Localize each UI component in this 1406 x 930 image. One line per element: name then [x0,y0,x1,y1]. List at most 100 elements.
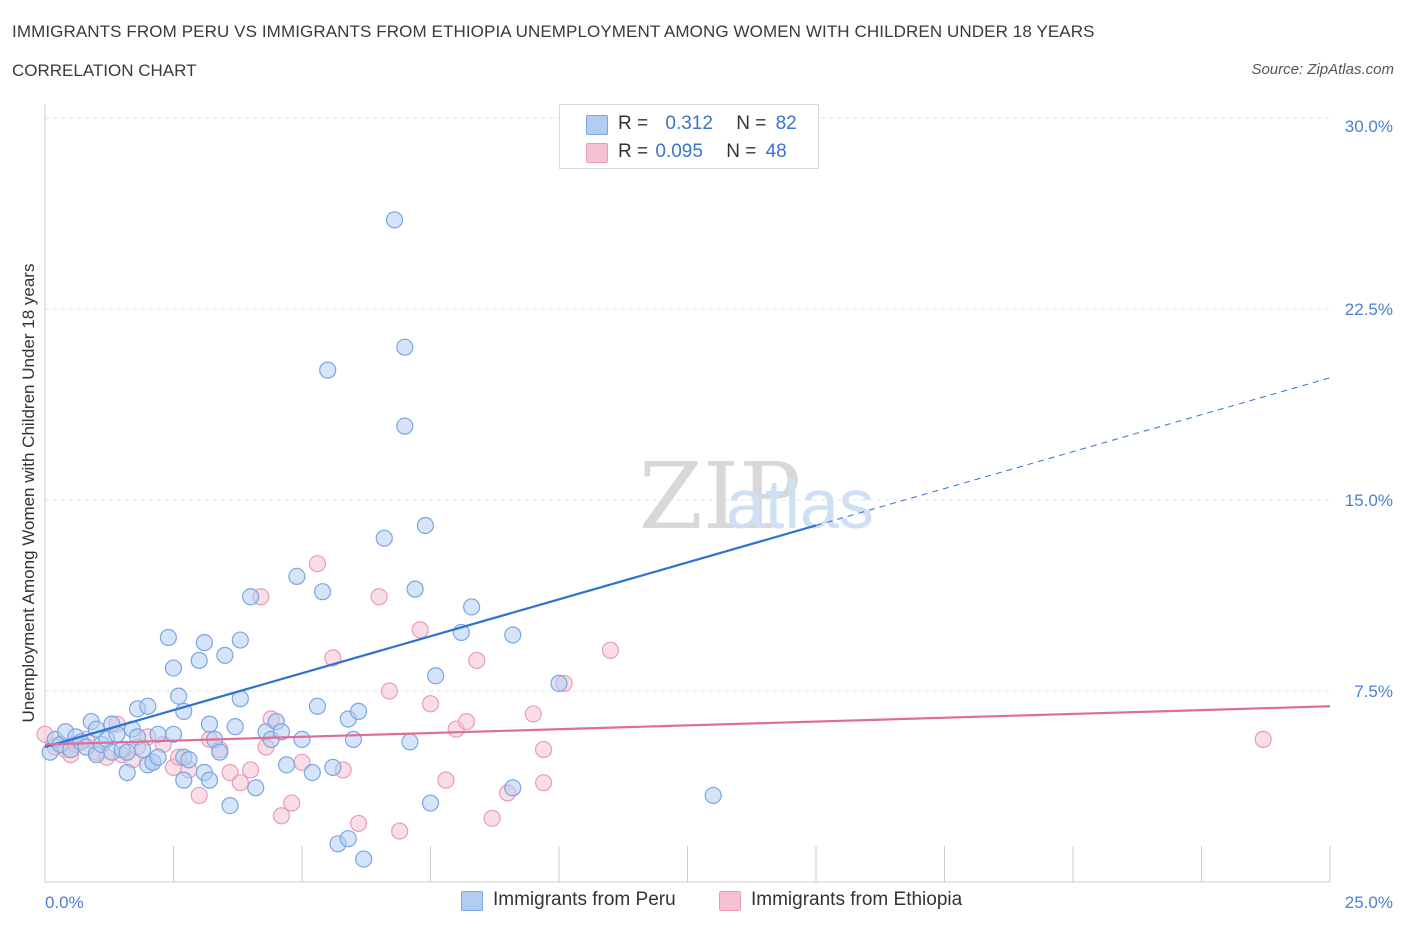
peru-n-value: 82 [775,113,797,134]
peru-point [704,786,722,805]
peru-point [277,756,296,774]
peru-point [375,529,393,547]
ethiopia-point [308,555,327,573]
ethiopia-point [457,712,476,731]
y-tick-label: 7.5% [1354,682,1393,701]
peru-point [319,361,337,379]
peru-point [159,628,177,647]
peru-point [226,718,244,736]
ethiopia-point [231,774,249,792]
peru-point [293,730,311,748]
peru-point [195,634,213,652]
ethiopia-point [601,641,620,659]
peru-point [164,659,183,677]
peru-point [175,771,193,789]
peru-point [164,725,183,743]
ethiopia-point [468,651,486,670]
y-tick-label: 15.0% [1345,491,1393,510]
peru-point [339,830,357,848]
peru-point [463,598,481,616]
peru-point [211,743,229,761]
ethiopia-point [524,705,542,723]
source-note: Source: ZipAtlas.com [1251,61,1394,78]
ethiopia-point [437,771,455,789]
chart-title: IMMIGRANTS FROM PERU VS IMMIGRANTS FROM … [12,22,1095,41]
chart-subtitle: CORRELATION CHART [12,61,197,80]
peru-trend-line [44,524,817,749]
ethiopia-point [1254,730,1272,748]
peru-n-label: N = [736,113,767,134]
ethiopia-point [534,740,553,759]
peru-point [303,763,321,782]
peru-trend-extension [815,377,1331,526]
ethiopia-swatch [586,143,608,163]
peru-point [139,697,157,715]
peru-point [550,674,568,692]
x-tick-label: 0.0% [45,893,84,912]
y-tick-label: 30.0% [1345,117,1393,136]
peru-point [344,730,362,748]
y-axis-title: Unemployment Among Women with Children U… [19,264,38,723]
ethiopia-point [242,761,260,779]
ethiopia-point [370,588,388,606]
ethiopia-r-label: R = [618,141,649,162]
x-tick-label: 25.0% [1345,893,1393,912]
peru-point [385,211,404,229]
peru-point [180,751,198,769]
watermark-zip: ZIP [639,443,801,550]
peru-point [170,687,188,705]
peru-point [421,794,440,812]
ethiopia-point [221,763,239,782]
ethiopia-point [483,809,501,827]
peru-points [41,211,722,868]
y-tick-label: 22.5% [1345,300,1393,319]
ethiopia-point [380,682,398,700]
peru-point [247,779,265,797]
watermark-atlas: atlas [726,465,874,543]
peru-point [221,796,239,815]
ethiopia-n-value: 48 [765,141,787,162]
peru-point [272,723,291,741]
ethiopia-point [349,814,368,833]
ethiopia-r-value: 0.095 [655,141,703,162]
peru-point [313,583,332,601]
peru-point [216,646,234,664]
peru-point [504,626,522,644]
correlation-legend: R = 0.312 N = 82 R = 0.095 N = 48 [559,104,819,169]
peru-point [200,715,219,733]
peru-point [288,567,306,586]
peru-point [401,733,419,751]
ethiopia-point [272,807,291,825]
peru-point [396,338,414,356]
ethiopia-point [283,794,301,812]
peru-point [200,771,219,789]
ethiopia-point [411,621,429,639]
peru-point [349,702,368,720]
peru-point [427,667,445,685]
peru-point [149,748,167,766]
ethiopia-point [391,822,409,840]
peru-legend-swatch [461,891,483,911]
ethiopia-points [36,555,1272,840]
trend-lines [44,377,1331,749]
ethiopia-legend-swatch [719,891,741,911]
peru-point [355,850,373,868]
ethiopia-point [190,786,208,805]
peru-point [406,580,424,598]
ethiopia-legend-label: Immigrants from Ethiopia [751,889,963,910]
tick-labels: 7.5% 15.0% 22.5% 30.0% 0.0% 25.0% [45,117,1393,912]
peru-r-label: R = [618,113,649,134]
peru-point [242,588,260,606]
ethiopia-point [324,649,342,667]
ethiopia-point [534,774,553,792]
peru-point [504,779,522,797]
peru-point [396,417,414,435]
grid-lines [45,117,1330,692]
peru-point [118,743,136,761]
peru-point [416,516,434,535]
peru-point [190,651,208,670]
peru-point [118,763,136,782]
ethiopia-point [421,695,440,713]
peru-legend-label: Immigrants from Peru [493,889,676,910]
